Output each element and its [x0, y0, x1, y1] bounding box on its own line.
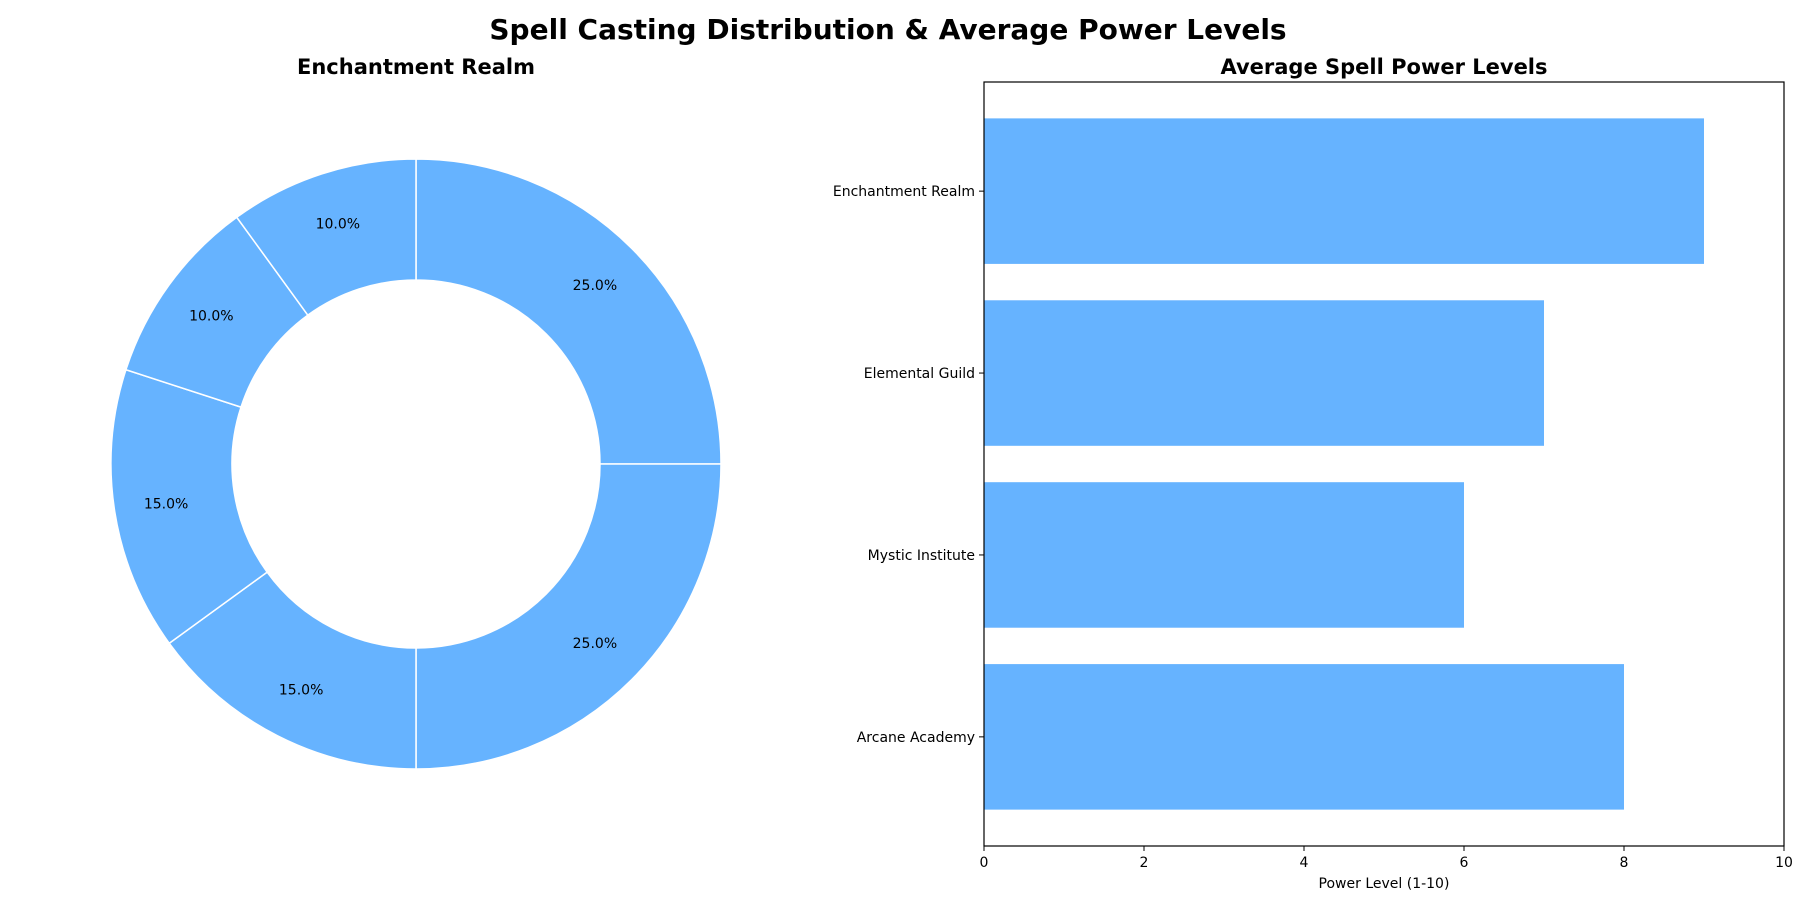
x-tick-label: 8	[1620, 855, 1629, 871]
x-tick-label: 4	[1300, 855, 1309, 871]
plot-frame	[983, 81, 1785, 847]
donut-slice-label: 25.0%	[573, 278, 617, 294]
y-tick-label: Mystic Institute	[868, 548, 975, 564]
y-tick-label: Enchantment Realm	[833, 184, 975, 200]
donut-slices	[110, 158, 722, 770]
y-axis-ticks: Arcane Academy Mystic Institute Elemental …	[833, 184, 984, 746]
y-tick-label: Arcane Academy	[857, 730, 975, 746]
x-tick-label: 10	[1775, 855, 1793, 871]
donut-chart-title: Enchantment Realm	[297, 55, 535, 79]
bar	[984, 118, 1704, 264]
donut-slice-label: 10.0%	[316, 216, 360, 232]
donut-chart: Enchantment Realm 25.0% 25.0% 15.0% 15.0% 10…	[110, 55, 722, 770]
x-tick-label: 2	[1140, 855, 1149, 871]
bar-chart-title: Average Spell Power Levels	[1220, 55, 1547, 79]
donut-slice	[415, 463, 722, 770]
x-tick-label: 0	[980, 855, 989, 871]
donut-slice-label: 25.0%	[573, 636, 617, 652]
bars	[984, 118, 1704, 810]
y-tick-label: Elemental Guild	[864, 366, 975, 382]
bar-chart: Average Spell Power Levels Arcane Academ…	[833, 55, 1793, 892]
donut-slice-label: 15.0%	[279, 682, 323, 698]
bar	[984, 300, 1544, 446]
x-axis-label: Power Level (1-10)	[1319, 876, 1450, 892]
bar	[984, 664, 1624, 810]
donut-slice-label: 10.0%	[189, 308, 233, 324]
x-tick-label: 6	[1460, 855, 1469, 871]
bar	[984, 482, 1464, 628]
donut-slice-labels: 25.0% 25.0% 15.0% 15.0% 10.0% 10.0%	[144, 216, 617, 698]
donut-slice-label: 15.0%	[144, 497, 188, 513]
x-axis-ticks: 0 2 4 6 8 10	[980, 846, 1793, 871]
donut-slice	[415, 158, 722, 465]
figure-title: Spell Casting Distribution & Average Pow…	[489, 13, 1286, 46]
donut-slice	[235, 158, 417, 317]
